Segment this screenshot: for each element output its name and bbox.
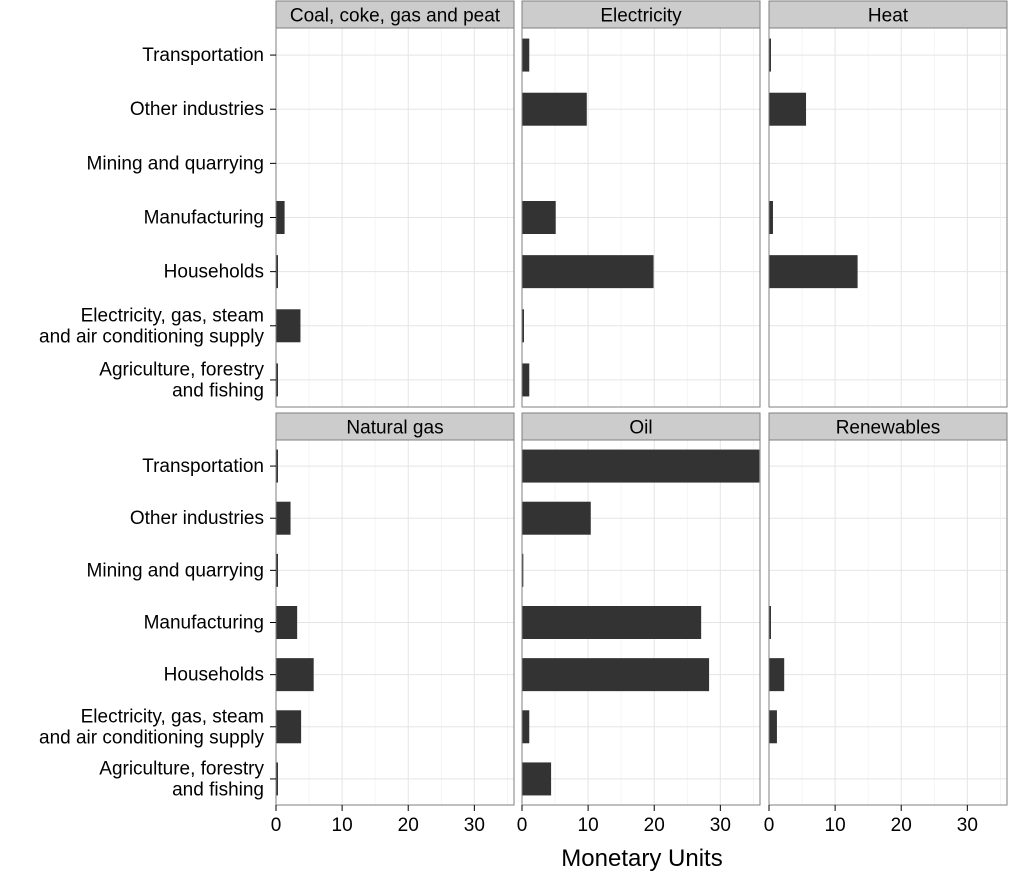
panel-border bbox=[768, 27, 1008, 408]
x-tick-label: 0 bbox=[271, 815, 282, 836]
x-tick-label: 20 bbox=[891, 815, 912, 836]
x-tick-label: 30 bbox=[957, 815, 978, 836]
x-tick-label: 20 bbox=[398, 815, 419, 836]
bar-manufacturing bbox=[276, 606, 298, 639]
x-tick-label: 0 bbox=[517, 815, 528, 836]
bar-electricity-gas-steam bbox=[276, 309, 301, 343]
bar-electricity-gas-steam bbox=[276, 710, 302, 744]
facet-panel-oil: Oil 0 10 20 30 bbox=[517, 412, 761, 836]
bar-agriculture-forestry bbox=[522, 762, 552, 796]
y-tick-label: Other industries bbox=[130, 508, 264, 529]
y-tick-label-line: Other industries bbox=[130, 508, 264, 529]
y-tick-label: Households bbox=[164, 262, 264, 283]
y-tick-label-line: and fishing bbox=[172, 779, 264, 800]
facet-strip bbox=[768, 0, 1008, 29]
bar-households bbox=[522, 255, 654, 289]
bar-households bbox=[276, 255, 278, 289]
x-tick-label: 10 bbox=[825, 815, 846, 836]
bar-transportation bbox=[522, 449, 760, 483]
y-tick-label-line: Electricity, gas, steam bbox=[81, 706, 264, 727]
panel-border bbox=[768, 439, 1008, 806]
y-tick-label-line: Households bbox=[164, 665, 264, 686]
bar-manufacturing bbox=[522, 201, 556, 234]
x-tick-label: 10 bbox=[332, 815, 353, 836]
y-tick-label: Other industries bbox=[130, 99, 264, 120]
facet-panel-heat: Heat bbox=[768, 0, 1008, 408]
bar-other-industries bbox=[769, 92, 807, 126]
facet-title: Renewables bbox=[836, 418, 941, 439]
x-tick-label: 30 bbox=[710, 815, 731, 836]
facet-title: Heat bbox=[868, 6, 909, 27]
bar-other-industries bbox=[522, 92, 587, 126]
y-tick-label: Agriculture, forestry and fishing bbox=[99, 359, 264, 401]
bar-manufacturing bbox=[276, 201, 285, 234]
bar-households bbox=[769, 658, 785, 692]
y-tick-label-line: Electricity, gas, steam bbox=[81, 305, 264, 326]
panel-border bbox=[521, 27, 761, 408]
x-tick-label: 0 bbox=[764, 815, 775, 836]
y-tick-label: Mining and quarrying bbox=[87, 153, 264, 174]
facet-title: Coal, coke, gas and peat bbox=[290, 6, 501, 27]
y-tick-label: Electricity, gas, steam and air condition… bbox=[39, 305, 264, 347]
y-tick-label-line: and air conditioning supply bbox=[39, 326, 264, 347]
bar-agriculture-forestry bbox=[276, 363, 278, 397]
bar-households bbox=[522, 658, 710, 692]
y-tick-label-line: Mining and quarrying bbox=[87, 153, 264, 174]
y-tick-label-line: Households bbox=[164, 262, 264, 283]
bar-mining-and-quarrying bbox=[276, 553, 278, 587]
y-tick-label-line: Transportation bbox=[142, 456, 264, 477]
x-tick-label: 20 bbox=[644, 815, 665, 836]
y-tick-label: Manufacturing bbox=[144, 208, 264, 229]
x-tick-label: 30 bbox=[464, 815, 485, 836]
bar-mining-and-quarrying bbox=[522, 553, 524, 587]
bar-electricity-gas-steam bbox=[522, 710, 530, 744]
bar-households bbox=[276, 658, 314, 692]
bar-agriculture-forestry bbox=[276, 762, 278, 796]
facet-strip bbox=[521, 0, 761, 29]
bar-other-industries bbox=[522, 501, 591, 535]
bar-transportation bbox=[276, 449, 278, 483]
bar-electricity-gas-steam bbox=[522, 309, 524, 343]
y-tick-label: Agriculture, forestry and fishing bbox=[99, 758, 264, 800]
facet-panel-electricity: Electricity bbox=[521, 0, 761, 408]
y-tick-label: Mining and quarrying bbox=[87, 560, 264, 581]
bar-manufacturing bbox=[769, 201, 773, 234]
y-tick-label-line: Other industries bbox=[130, 99, 264, 120]
bar-transportation bbox=[769, 38, 771, 72]
facet-strip bbox=[275, 0, 515, 29]
x-axis-title: Monetary Units bbox=[561, 845, 722, 872]
panel-border bbox=[521, 439, 761, 806]
y-tick-label-line: Manufacturing bbox=[144, 613, 264, 634]
x-tick-label: 10 bbox=[578, 815, 599, 836]
y-tick-label: Households bbox=[164, 665, 264, 686]
y-tick-label: Electricity, gas, steam and air condition… bbox=[39, 706, 264, 748]
bar-households bbox=[769, 255, 858, 289]
facet-panel-renewables: Renewables 0 10 20 30 bbox=[764, 412, 1008, 836]
y-tick-label-line: and fishing bbox=[172, 380, 264, 401]
bar-electricity-gas-steam bbox=[769, 710, 777, 744]
bar-agriculture-forestry bbox=[522, 363, 530, 397]
y-tick-label-line: Agriculture, forestry bbox=[99, 758, 264, 779]
bar-other-industries bbox=[276, 501, 291, 535]
y-tick-label: Transportation bbox=[142, 45, 264, 66]
facet-title: Oil bbox=[629, 418, 652, 439]
y-tick-label-line: Transportation bbox=[142, 45, 264, 66]
y-tick-label-line: Mining and quarrying bbox=[87, 560, 264, 581]
y-tick-label-line: and air conditioning supply bbox=[39, 727, 264, 748]
y-tick-label-line: Manufacturing bbox=[144, 208, 264, 229]
y-tick-label: Manufacturing bbox=[144, 613, 264, 634]
bar-manufacturing bbox=[769, 606, 771, 639]
bar-manufacturing bbox=[522, 606, 702, 639]
facet-panel-natural-gas: Natural gas Transportation Other industrie… bbox=[39, 412, 515, 836]
y-tick-label-line: Agriculture, forestry bbox=[99, 359, 264, 380]
facet-title: Natural gas bbox=[346, 418, 443, 439]
facet-title: Electricity bbox=[600, 6, 682, 27]
facet-panel-coal-coke-gas-and-peat: Coal, coke, gas and peat Transportation Ot… bbox=[39, 0, 515, 408]
bar-transportation bbox=[522, 38, 530, 72]
y-tick-label: Transportation bbox=[142, 456, 264, 477]
